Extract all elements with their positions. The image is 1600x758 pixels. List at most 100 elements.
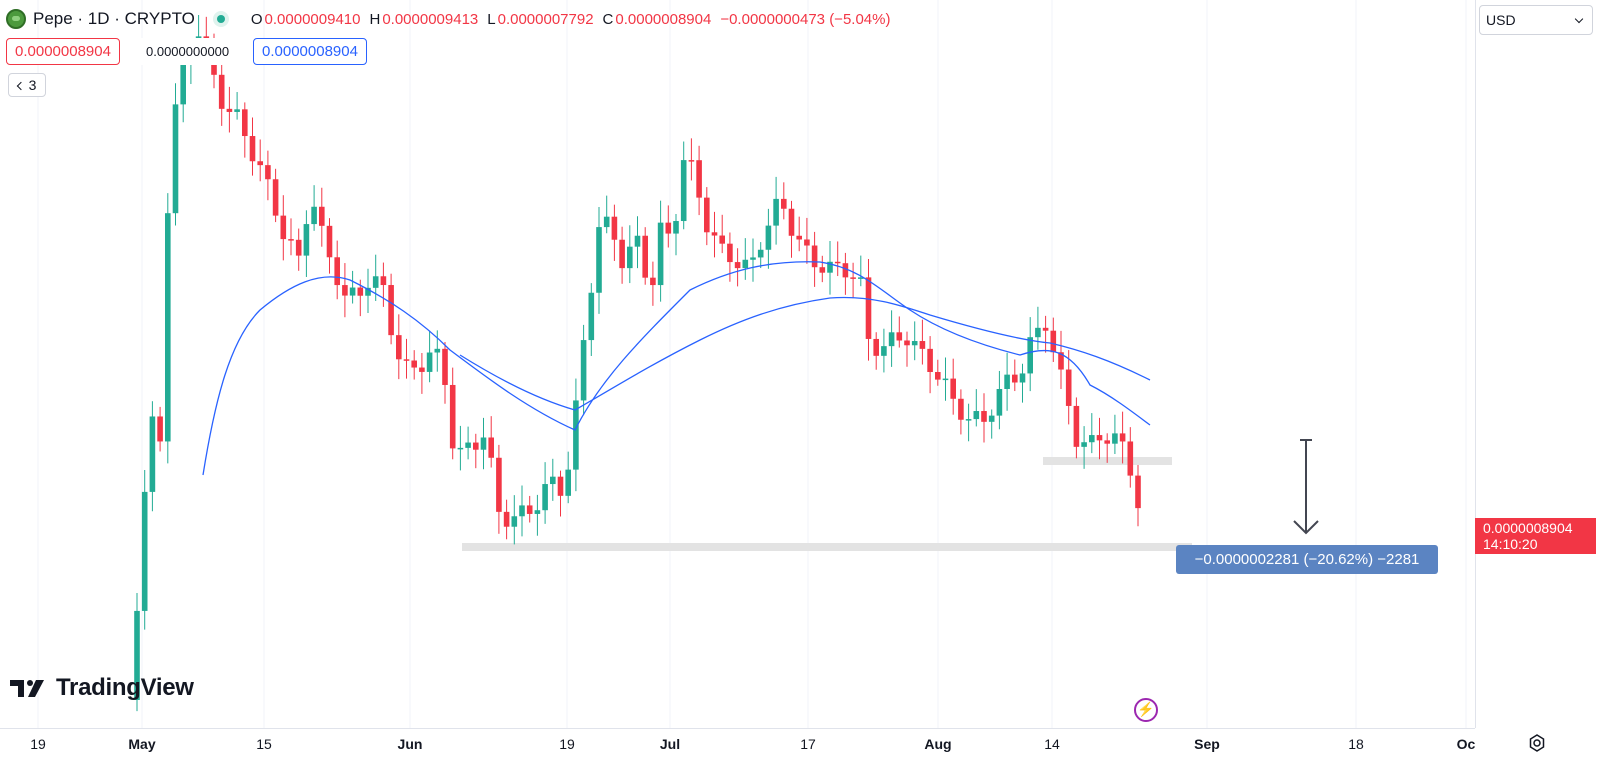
time-tick-label: 15 [256,736,272,752]
candle-body [788,208,795,236]
candle-body [596,227,602,293]
candle-body [811,245,818,268]
bar-countdown: 14:10:20 [1483,536,1538,552]
candle-body [1096,435,1103,441]
candle-body [1089,435,1095,443]
candle-body [480,437,487,450]
tradingview-logo-text: TradingView [56,674,194,701]
candle-body [511,516,518,527]
lightning-bolt-icon[interactable]: ⚡ [1134,698,1158,722]
candle-body [781,198,787,209]
candle-body [1004,374,1010,389]
ohlc-high-key: H [369,10,381,28]
candle-body [357,287,364,296]
candle-body [503,511,510,527]
candle-body [673,221,679,234]
chevron-down-icon [1574,14,1584,24]
candle-body [180,64,186,105]
price-chart[interactable] [0,0,1475,728]
price-scale[interactable] [1475,0,1600,728]
candle-body [996,388,1003,416]
candle-body [1050,330,1057,353]
settings-gear-icon[interactable] [1527,733,1547,753]
candle-body [449,384,456,449]
candle-body [1058,352,1064,370]
candle-body [165,213,171,442]
currency-selected-value: USD [1486,12,1516,28]
candle-body [973,411,980,420]
candles-group [134,14,1141,712]
candle-body [149,416,156,492]
candle-body [265,165,271,180]
candle-body [349,287,356,296]
candle-body [242,109,248,137]
time-tick-label: 18 [1348,736,1364,752]
candle-body [935,372,941,380]
tradingview-logo[interactable]: TradingView [10,674,194,702]
candle-body [688,160,695,162]
candle-body [634,235,641,247]
candle-body [642,235,648,278]
candle-body [1112,433,1118,444]
candle-body [881,346,887,356]
buy-price-button[interactable]: 0.0000008904 [253,38,367,65]
time-scale[interactable]: 19 May 15 Jun 19 Jul 17 Aug 14 Sep 18 Oc [0,728,1475,758]
candle-body [496,457,502,512]
candle-body [442,348,448,385]
candle-body [134,610,140,700]
candle-body [218,74,225,109]
candle-body [1065,369,1072,406]
candle-body [488,437,494,458]
candle-body [141,491,148,611]
time-tick-label: 19 [30,736,46,752]
time-tick-label: Sep [1194,736,1220,752]
ohlc-close-value: 0.0000008904 [615,10,712,28]
candle-body [719,235,725,244]
candle-body [1081,442,1087,447]
candle-body [411,360,417,368]
candle-body [326,225,333,258]
moving-average-line [202,261,1151,476]
candle-body [850,277,856,279]
candle-body [249,136,256,162]
candle-body [950,378,956,399]
symbol-title[interactable]: Pepe · 1D · CRYPTO [33,9,195,28]
indicators-toggle-button[interactable]: 3 [8,73,46,97]
candle-body [742,259,749,269]
candle-body [1127,441,1134,476]
candle-body [280,215,287,240]
candle-body [426,352,433,372]
candle-body [288,239,294,241]
time-tick-label: Aug [924,736,952,752]
candle-body [1119,433,1126,442]
candle-body [965,419,972,421]
candle-body [680,160,687,222]
candle-body [1135,475,1141,509]
candle-body [295,239,302,256]
candle-body [580,340,587,401]
candle-body [272,179,279,216]
support-band [462,543,1192,551]
time-tick-label: 19 [559,736,575,752]
sell-price-button[interactable]: 0.0000008904 [6,38,120,65]
candle-body [627,246,633,269]
candle-body [1104,440,1110,444]
candle-body [858,277,864,279]
measure-arrow-head [1293,520,1319,535]
candle-body [334,257,340,286]
moving-average-line [459,296,1151,411]
candle-body [904,340,910,346]
candle-body [465,442,471,448]
chart-area[interactable] [0,0,1475,728]
candle-body [1035,327,1041,338]
candle-body [565,469,571,496]
pepe-coin-icon [6,9,26,29]
measure-tool-label[interactable]: −0.0000002281 (−20.62%) −2281 [1176,545,1438,574]
currency-select[interactable]: USD [1479,5,1593,35]
candle-body [226,108,233,112]
candle-body [819,267,826,273]
time-tick-label: Jun [397,736,423,752]
candle-body [365,287,371,296]
last-price-value: 0.0000008904 [1483,520,1573,536]
market-status-icon[interactable] [212,11,229,27]
